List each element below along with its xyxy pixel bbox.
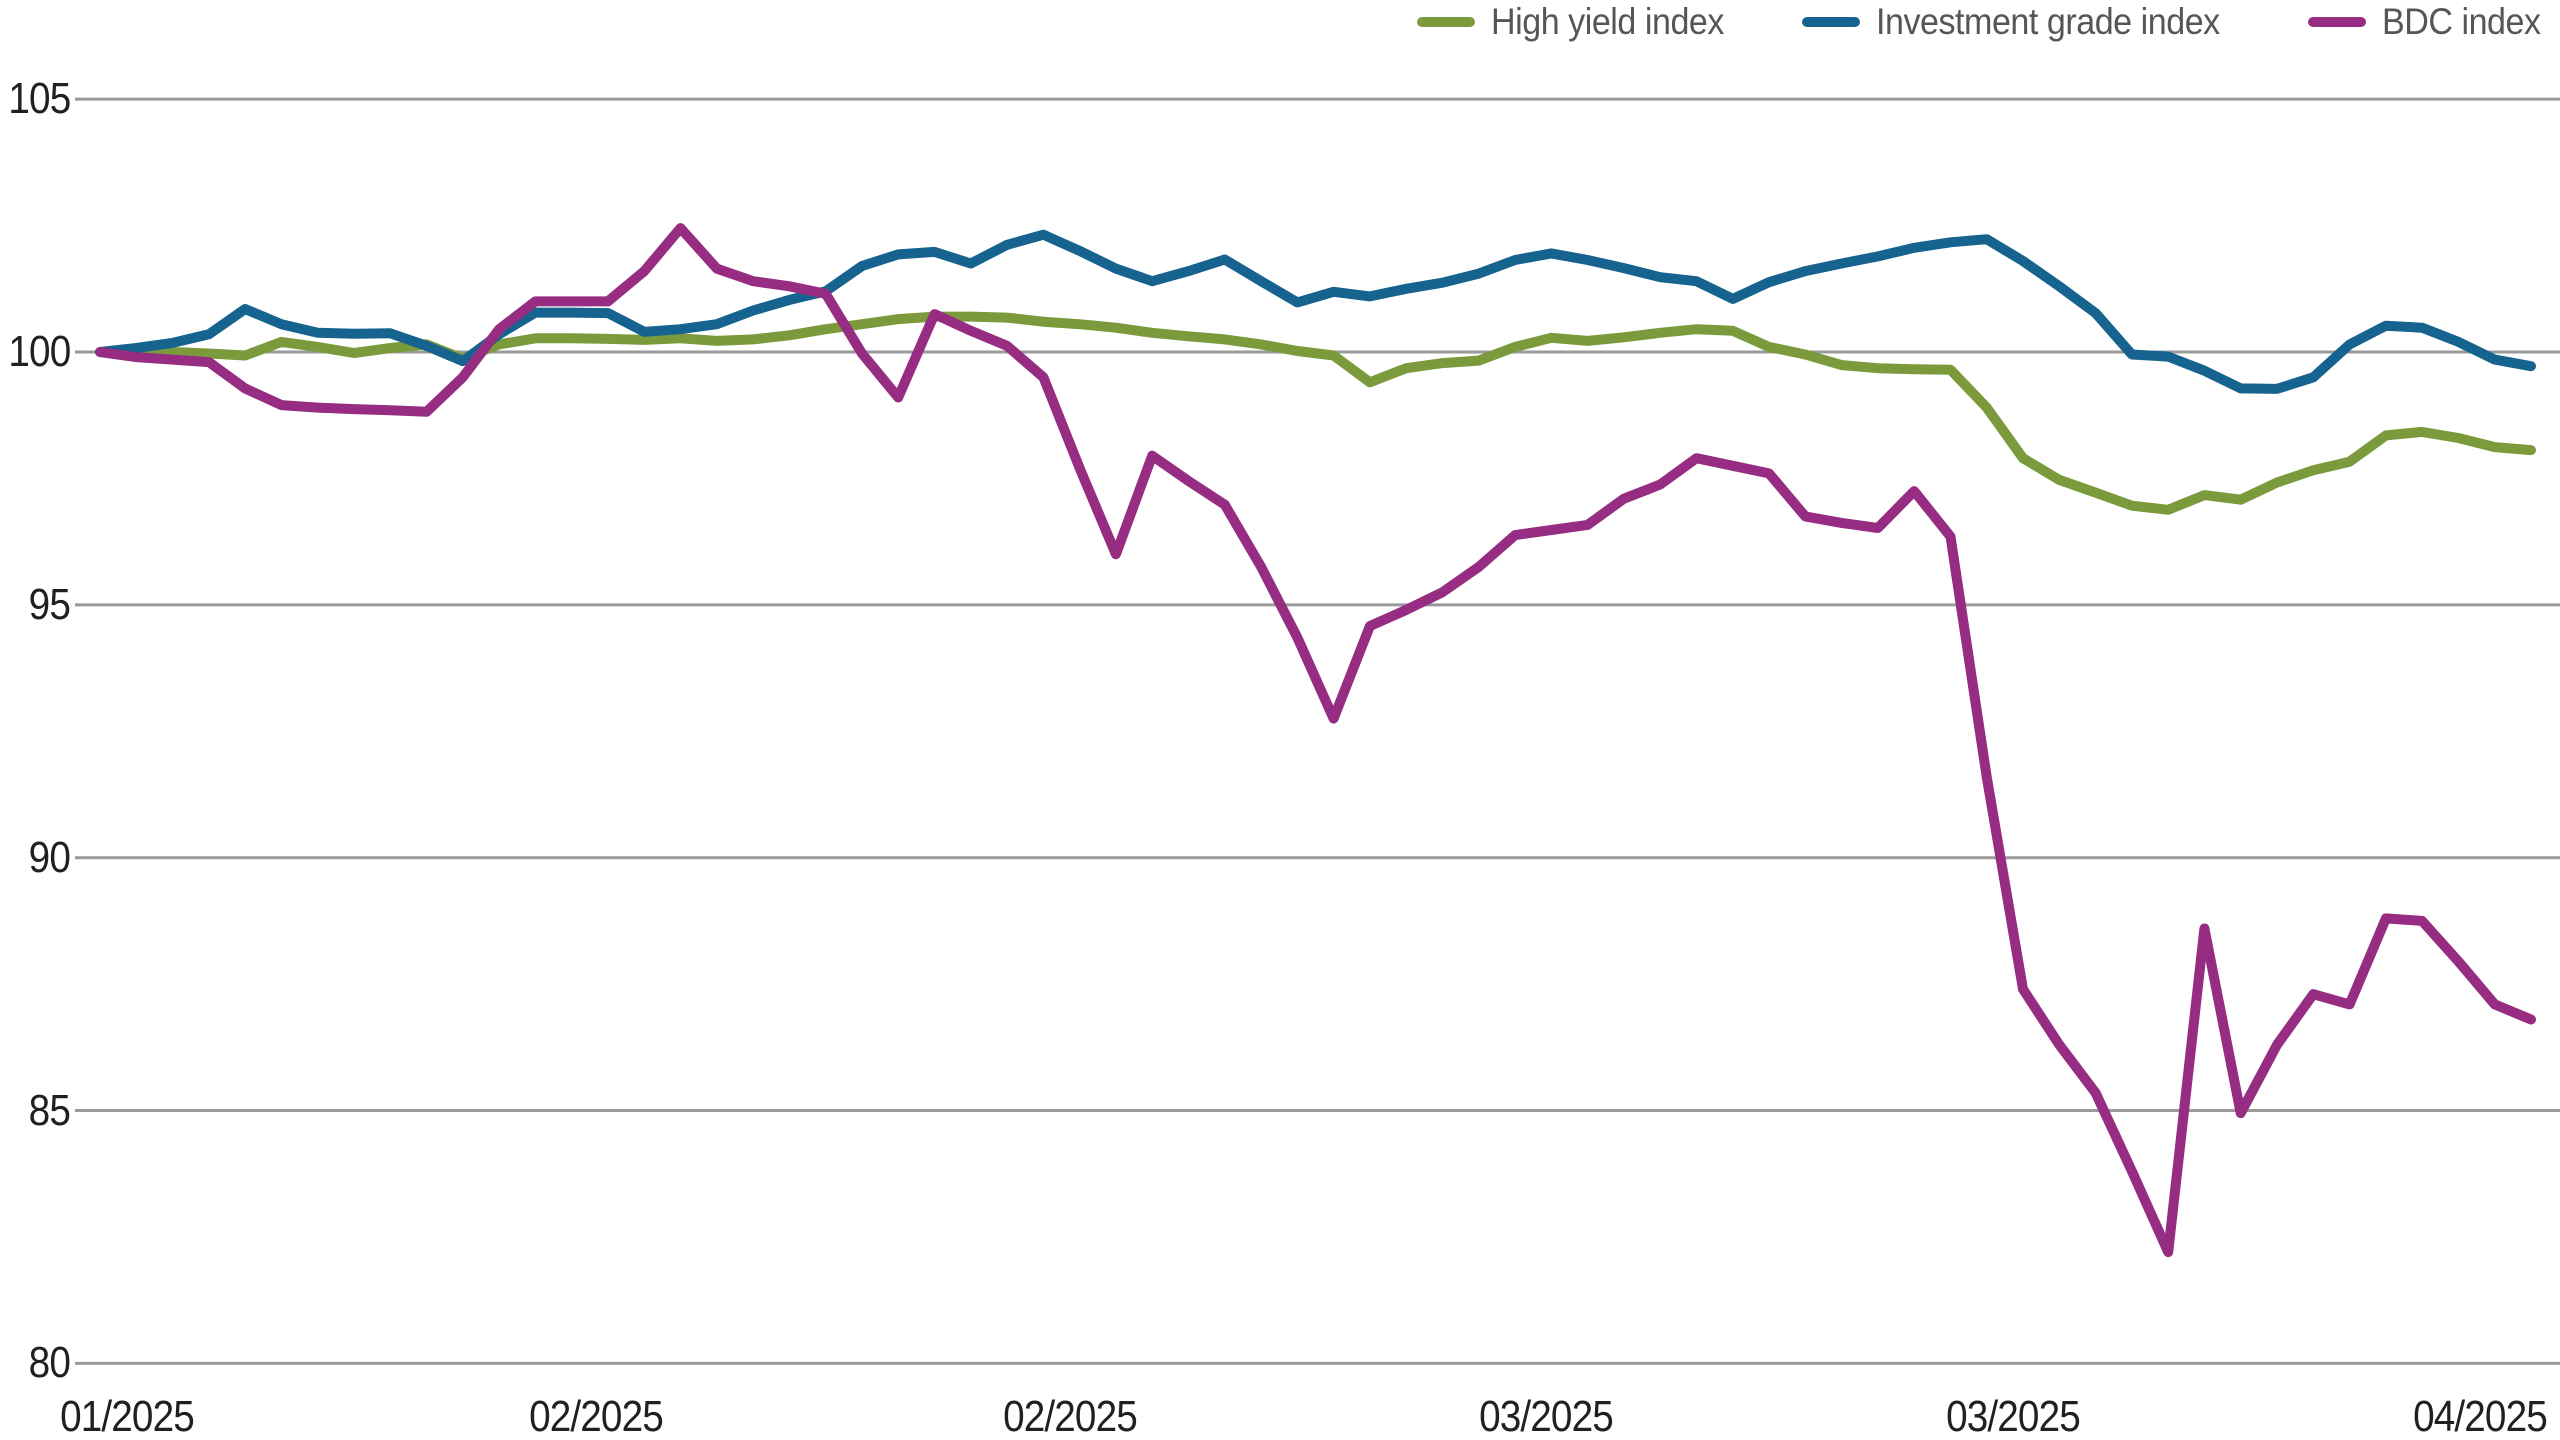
legend-label: High yield index bbox=[1490, 1, 1724, 42]
y-tick-label: 105 bbox=[8, 74, 71, 124]
legend-swatch-icon bbox=[2307, 17, 2366, 27]
x-tick-label: 03/2025 bbox=[1946, 1392, 2081, 1440]
x-tick-label: 02/2025 bbox=[529, 1392, 664, 1440]
legend-label: Investment grade index bbox=[1876, 1, 2220, 42]
x-tick-label: 02/2025 bbox=[1003, 1392, 1138, 1440]
series-line-bdc-index bbox=[95, 223, 2536, 1258]
y-tick-label: 95 bbox=[28, 579, 71, 629]
legend: High yield index Investment grade index BD… bbox=[1416, 0, 2554, 44]
legend-swatch-icon bbox=[1416, 17, 1475, 27]
legend-swatch-icon bbox=[1802, 17, 1861, 27]
x-tick-label: 03/2025 bbox=[1479, 1392, 1615, 1440]
x-tick-label: 04/2025 bbox=[2413, 1392, 2548, 1440]
x-tick-label: 01/2025 bbox=[59, 1392, 195, 1440]
legend-item-bdc-index: BDC index bbox=[2307, 1, 2554, 43]
legend-item-investment-grade-index: Investment grade index bbox=[1802, 1, 2250, 43]
y-tick-label: 85 bbox=[28, 1085, 71, 1135]
legend-label: BDC index bbox=[2381, 1, 2541, 42]
legend-item-high-yield-index: High yield index bbox=[1416, 1, 1744, 43]
series-line-investment-grade-index bbox=[95, 229, 2536, 394]
series-line-high-yield-index bbox=[95, 311, 2536, 515]
y-tick-label: 90 bbox=[28, 832, 71, 882]
y-tick-label: 80 bbox=[28, 1338, 71, 1388]
y-tick-label: 100 bbox=[8, 327, 71, 376]
